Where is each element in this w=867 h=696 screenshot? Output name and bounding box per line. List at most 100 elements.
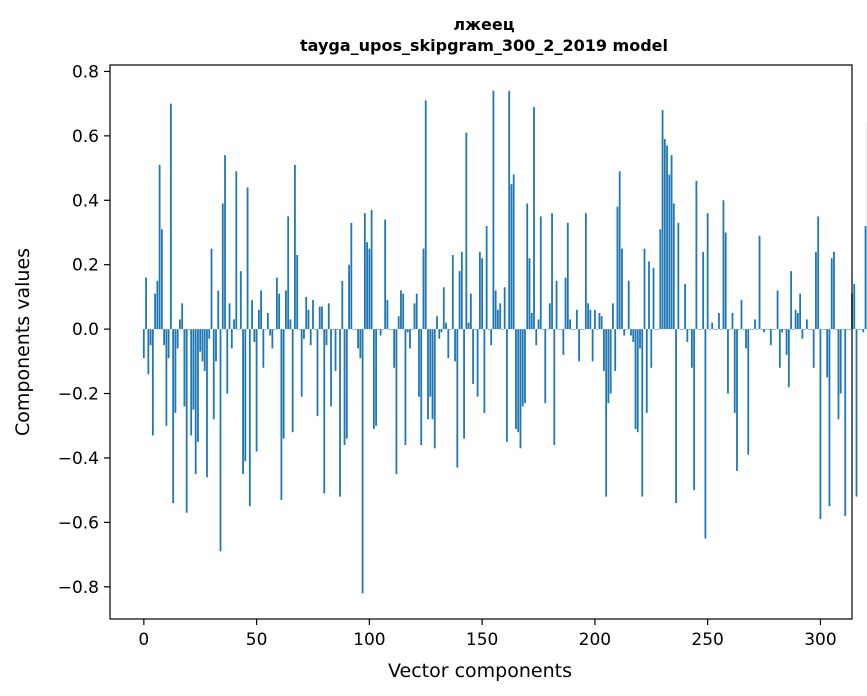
bar-153 — [487, 329, 490, 330]
bar-134 — [445, 322, 447, 330]
bar-287 — [790, 271, 792, 330]
bar-223 — [645, 329, 648, 413]
bar-276 — [765, 329, 768, 330]
bar-92 — [350, 222, 353, 330]
bar-93 — [352, 329, 355, 330]
bar-219 — [636, 329, 639, 433]
bar-209 — [614, 329, 617, 371]
y-tick-label: −0.4 — [58, 449, 99, 469]
bar-313 — [848, 329, 851, 330]
bar-65 — [289, 319, 292, 330]
bar-186 — [562, 329, 565, 355]
bar-234 — [670, 155, 673, 330]
bar-172 — [530, 313, 533, 330]
bar-241 — [686, 329, 689, 342]
bar-118 — [409, 329, 411, 349]
bar-247 — [699, 329, 702, 330]
bar-74 — [309, 329, 312, 346]
bar-155 — [492, 90, 495, 330]
bar-55 — [266, 313, 269, 330]
bar-53 — [262, 329, 265, 368]
bar-110 — [391, 329, 393, 330]
bar-133 — [442, 287, 445, 330]
bar-136 — [449, 329, 452, 330]
bar-85 — [334, 329, 337, 371]
y-tick-label: 0.8 — [72, 62, 99, 82]
bar-173 — [533, 106, 535, 330]
bar-88 — [341, 280, 344, 330]
bar-228 — [657, 329, 659, 330]
bar-190 — [571, 329, 574, 330]
bar-252 — [711, 322, 714, 330]
bar-316 — [855, 329, 858, 497]
bar-199 — [591, 329, 594, 362]
bar-49 — [253, 329, 256, 342]
bar-15 — [176, 329, 179, 349]
bar-68 — [296, 255, 299, 330]
bar-122 — [418, 329, 420, 397]
bar-319 — [862, 329, 865, 333]
bar-154 — [490, 329, 493, 346]
bar-268 — [747, 329, 750, 455]
bar-189 — [569, 319, 571, 330]
bar-307 — [835, 329, 838, 330]
bar-207 — [609, 329, 612, 394]
bar-311 — [844, 329, 847, 516]
bar-119 — [411, 329, 414, 330]
bar-253 — [713, 329, 716, 330]
bar-82 — [327, 303, 330, 330]
bar-69 — [298, 329, 301, 330]
bar-298 — [815, 251, 817, 330]
y-tick-label: 0.6 — [72, 127, 99, 147]
bar-303 — [826, 329, 829, 378]
bar-296 — [810, 329, 813, 330]
bar-299 — [817, 216, 820, 330]
bar-5 — [154, 293, 156, 330]
bar-126 — [427, 329, 429, 420]
bar-315 — [853, 284, 856, 330]
bar-95 — [357, 329, 359, 349]
bar-264 — [738, 329, 741, 330]
x-tick-label: 100 — [353, 630, 385, 650]
bar-263 — [736, 329, 738, 471]
bar-180 — [548, 303, 551, 330]
bar-63 — [285, 290, 287, 330]
bar-285 — [785, 329, 788, 355]
bar-64 — [287, 216, 290, 330]
bar-143 — [465, 132, 468, 330]
bar-248 — [702, 251, 705, 330]
bar-14 — [174, 329, 177, 413]
bar-288 — [792, 329, 795, 330]
bar-245 — [695, 180, 698, 330]
bar-100 — [368, 248, 371, 330]
bar-194 — [580, 329, 583, 330]
bar-124 — [422, 248, 425, 330]
bar-266 — [742, 329, 745, 330]
bar-242 — [688, 329, 691, 330]
bar-38 — [228, 303, 231, 330]
bar-10 — [165, 329, 168, 426]
bar-19 — [185, 329, 188, 513]
bar-25 — [199, 329, 202, 352]
bar-270 — [751, 329, 754, 330]
bar-275 — [763, 329, 765, 333]
bar-60 — [278, 293, 281, 330]
bar-230 — [661, 110, 664, 330]
bar-184 — [557, 329, 560, 330]
bar-34 — [219, 329, 222, 552]
x-axis-ticks: 0 50 100 150 200 250 300 — [138, 619, 837, 650]
bar-211 — [618, 171, 621, 330]
bar-6 — [156, 280, 159, 330]
bar-28 — [206, 329, 208, 478]
bar-166 — [517, 329, 520, 433]
bar-312 — [846, 329, 849, 330]
bar-77 — [316, 329, 319, 417]
bar-257 — [722, 200, 725, 330]
bar-8 — [160, 229, 163, 330]
bar-50 — [255, 329, 258, 452]
bar-216 — [630, 329, 632, 336]
bar-284 — [783, 329, 786, 330]
bar-197 — [587, 303, 590, 330]
bar-220 — [639, 329, 641, 349]
bar-83 — [330, 329, 332, 407]
